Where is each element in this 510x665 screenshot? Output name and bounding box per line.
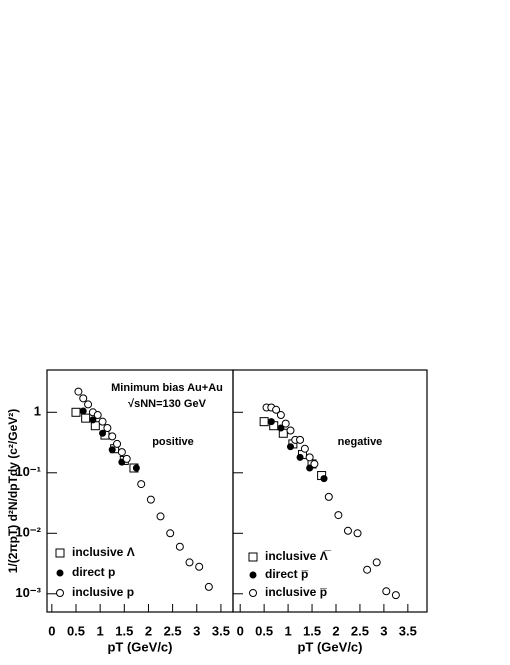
data-point [185,558,194,567]
x-tick-label: 0 [237,623,244,638]
data-point [93,411,102,420]
x-tick-label: 2.5 [351,623,369,638]
data-point [103,423,112,432]
data-point [74,387,83,396]
data-point [305,453,314,462]
y-tick-label: 10⁻² [15,525,41,540]
y-tick-label: 1 [34,404,41,419]
x-axis-label: pT (GeV/c) [107,639,172,654]
annotation: √sNN=130 GeV [128,398,207,410]
data-point [353,529,362,538]
data-point [84,400,93,409]
data-point [320,475,328,483]
y-axis-label: 1/(2πpT) d²N/dpTdy (c²/GeV²) [6,409,20,574]
data-point [277,424,285,432]
data-point [343,526,352,535]
y-tick-label: 10⁻¹ [15,464,41,479]
data-point [166,529,175,538]
data-point [99,429,107,437]
legend-label: inclusive Λ̅ [265,549,332,563]
data-point [108,446,116,454]
data-point [195,562,204,571]
x-tick-label: 3 [193,623,200,638]
annotation: negative [338,436,383,448]
x-tick-label: 1.5 [303,623,321,638]
data-point [310,459,319,468]
data-point [156,512,165,521]
data-point [391,591,400,600]
legend-label: direct p̅ [265,567,309,581]
x-tick-label: 1.5 [115,623,133,638]
data-point [372,558,381,567]
legend-marker [249,571,257,579]
legend-label: direct p [72,565,115,579]
data-point [267,418,275,426]
x-tick-label: 2 [145,623,152,638]
x-tick-label: 2.5 [164,623,182,638]
data-point [89,416,97,424]
data-point [286,443,294,451]
x-tick-label: 3.5 [399,623,417,638]
data-point [276,411,285,420]
data-point [175,542,184,551]
plot-frame [232,369,428,613]
data-point [286,426,295,435]
data-point [117,448,126,457]
x-tick-label: 1 [97,623,104,638]
data-point [137,480,146,489]
legend-marker [55,548,65,558]
annotation: Minimum bias Au+Au [111,382,223,394]
x-axis-label: pT (GeV/c) [297,639,362,654]
data-point [146,495,155,504]
x-tick-label: 0.5 [255,623,273,638]
data-point [71,407,81,417]
data-point [300,444,309,453]
data-point [98,417,107,426]
x-tick-label: 3.5 [212,623,230,638]
data-point [324,492,333,501]
data-point [108,432,117,441]
data-point [363,565,372,574]
legend-label: inclusive p [72,585,134,599]
data-point [281,419,290,428]
x-tick-label: 1 [284,623,291,638]
data-point [334,511,343,520]
data-point [204,582,213,591]
annotation: positive [152,436,194,448]
data-point [81,413,91,423]
legend-marker [248,552,258,562]
y-tick-label: 10⁻³ [15,585,41,600]
data-point [259,417,269,427]
legend-marker [56,589,64,597]
legend-label: inclusive p̅ [265,585,328,599]
data-point [79,394,88,403]
data-point [132,464,140,472]
data-point [122,454,131,463]
data-point [296,435,305,444]
x-tick-label: 3 [380,623,387,638]
legend-marker [56,569,64,577]
legend-label: inclusive Λ [72,545,135,559]
x-tick-label: 0 [48,623,55,638]
x-tick-label: 0.5 [67,623,85,638]
data-point [296,453,304,461]
data-point [113,439,122,448]
legend-marker [249,589,257,597]
x-tick-label: 2 [332,623,339,638]
data-point [382,587,391,596]
data-point [79,407,87,415]
data-point [272,405,281,414]
